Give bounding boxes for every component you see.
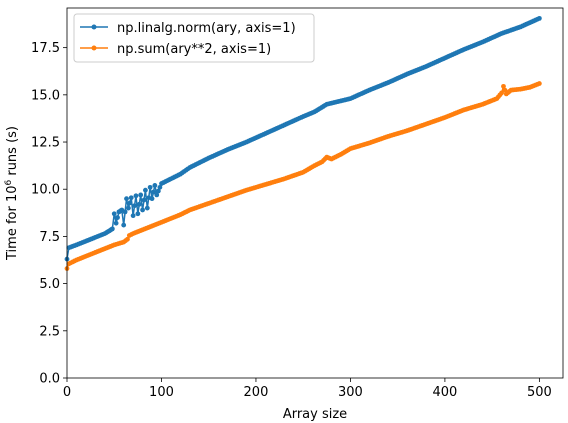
series-point — [130, 213, 136, 219]
x-tick-label: 500 — [527, 385, 552, 400]
series-point — [122, 209, 128, 215]
series-point — [536, 81, 542, 86]
series-point — [151, 189, 156, 195]
y-tick-label: 0.0 — [39, 372, 60, 387]
series-point — [127, 200, 133, 206]
series-1 — [64, 15, 542, 262]
series-point — [125, 236, 130, 242]
x-axis-ticks: 0 100 200 300 400 500 — [63, 378, 552, 400]
x-tick-label: 400 — [432, 385, 457, 400]
series-point — [124, 196, 129, 202]
x-tick-label: 0 — [63, 385, 71, 400]
series-point — [152, 183, 158, 188]
series-point — [499, 90, 504, 96]
series-point — [109, 226, 115, 232]
y-tick-label: 15.0 — [31, 88, 60, 103]
y-axis-label-rest: runs (s) — [5, 126, 20, 180]
series-point — [126, 205, 131, 211]
y-axis-ticks: 0.0 2.5 5.0 7.5 10.0 12.5 15.0 17.5 — [31, 41, 67, 387]
x-tick-label: 200 — [244, 385, 269, 400]
series-point — [132, 203, 137, 209]
series-2 — [64, 81, 542, 271]
series-point — [157, 184, 163, 190]
series-point — [121, 222, 127, 228]
y-tick-label: 2.5 — [39, 324, 60, 339]
series-point — [128, 195, 134, 201]
series-point — [113, 220, 119, 226]
plot-frame — [66, 7, 564, 379]
series-point — [135, 211, 141, 217]
legend: np.linalg.norm(ary, axis=1) np.sum(ary**… — [73, 13, 315, 63]
series-point — [155, 188, 161, 194]
x-axis-label: Array size — [283, 407, 347, 422]
series-point — [141, 197, 147, 203]
y-tick-label: 7.5 — [39, 230, 60, 245]
series-point — [501, 83, 506, 89]
legend-entry-2: np.sum(ary**2, axis=1) — [117, 42, 271, 57]
series-point — [115, 215, 120, 220]
series-point — [136, 201, 142, 207]
series-point — [140, 207, 145, 213]
series-point — [147, 184, 153, 190]
series-layer — [64, 15, 542, 271]
series-point — [149, 196, 155, 202]
x-tick-label: 300 — [338, 385, 363, 400]
series-point — [133, 193, 139, 199]
y-tick-label: 5.0 — [39, 277, 60, 292]
series-point — [154, 192, 160, 198]
y-tick-label: 12.5 — [31, 136, 60, 151]
series-point — [111, 211, 117, 217]
y-axis-label: Time for 106 runs (s) — [4, 126, 20, 261]
x-tick-label: 100 — [149, 385, 174, 400]
series-point — [138, 192, 144, 198]
legend-entry-1: np.linalg.norm(ary, axis=1) — [117, 21, 296, 36]
legend-box — [73, 13, 315, 63]
y-tick-label: 17.5 — [31, 41, 60, 56]
y-axis-label-main: Time for 10 — [5, 186, 20, 262]
series-point — [143, 187, 148, 193]
series-point — [144, 205, 150, 211]
legend-marker-1 — [91, 24, 97, 30]
series-point — [536, 15, 542, 21]
y-tick-label: 10.0 — [31, 183, 60, 198]
y-axis-label-superscript: 6 — [4, 180, 14, 186]
legend-marker-2 — [91, 45, 97, 51]
